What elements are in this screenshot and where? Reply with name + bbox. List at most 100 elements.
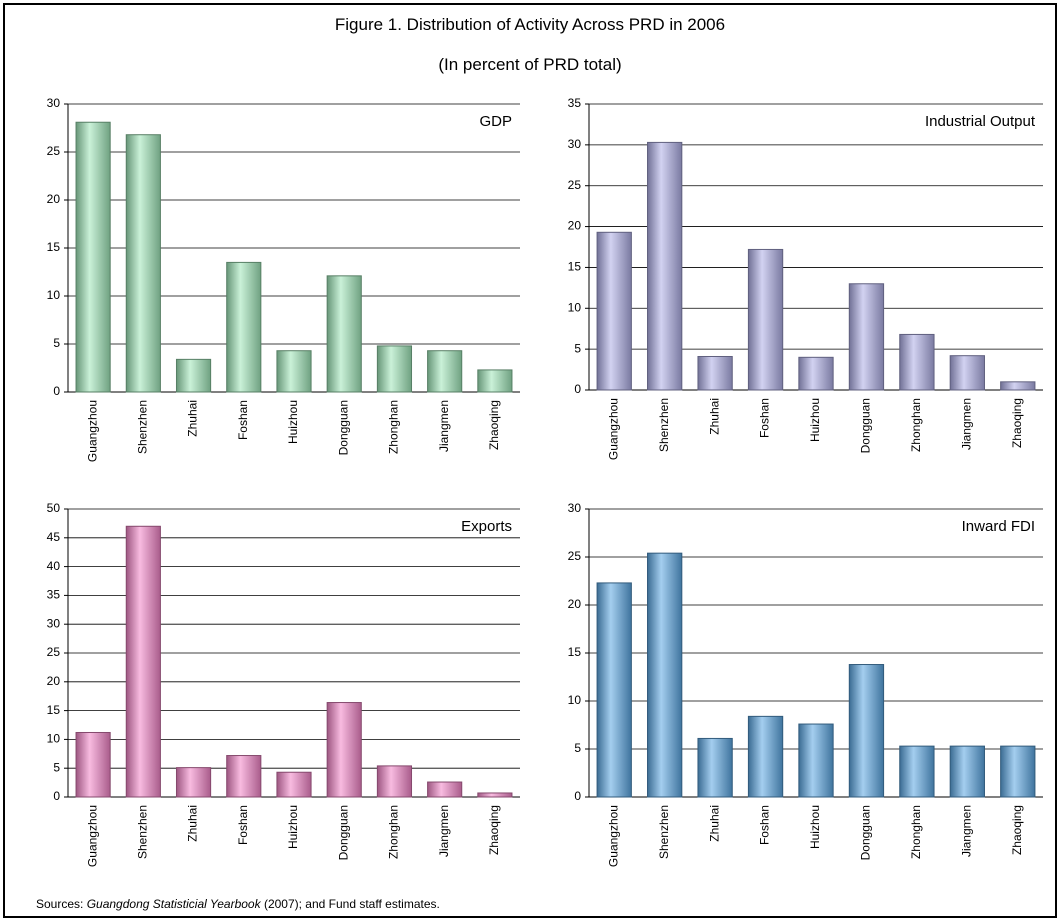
bar: [1000, 381, 1036, 391]
bar: [798, 356, 834, 391]
y-tick-label: 25: [47, 645, 61, 659]
y-tick-label: 50: [47, 501, 61, 515]
bar: [326, 275, 362, 393]
y-tick-label: 45: [47, 530, 61, 544]
x-tick-label: Jiangmen: [437, 805, 451, 857]
figure-subtitle: (In percent of PRD total): [438, 55, 621, 74]
bar: [427, 350, 463, 393]
y-tick-label: 10: [568, 300, 582, 314]
panel-title: GDP: [479, 113, 512, 130]
y-tick-label: 0: [574, 382, 581, 396]
bar: [75, 731, 111, 798]
bar: [747, 248, 784, 391]
figure-border: [3, 3, 1057, 918]
x-tick-label: Jiangmen: [437, 400, 451, 452]
bar: [125, 134, 161, 393]
x-tick-label: Shenzhen: [657, 398, 671, 452]
panel-title: Industrial Output: [925, 113, 1036, 130]
y-tick-label: 20: [568, 597, 582, 611]
bar: [798, 723, 834, 798]
bar: [697, 737, 733, 798]
y-tick-label: 30: [568, 137, 582, 151]
bar: [175, 358, 212, 393]
x-tick-label: Dongguan: [336, 400, 350, 455]
bar: [949, 355, 985, 391]
panel-title: Exports: [461, 518, 512, 535]
figure-title: Figure 1. Distribution of Activity Acros…: [335, 15, 725, 34]
x-tick-label: Jiangmen: [960, 398, 974, 450]
bar: [326, 702, 362, 798]
y-tick-label: 0: [574, 789, 581, 803]
y-tick-label: 15: [568, 260, 582, 274]
y-tick-label: 5: [53, 760, 60, 774]
bar: [697, 355, 733, 391]
bar: [427, 781, 463, 798]
bar: [747, 715, 784, 798]
bar: [125, 525, 161, 798]
x-tick-label: Guangzhou: [606, 805, 620, 867]
y-tick-label: 5: [574, 741, 581, 755]
x-tick-label: Zhonghan: [387, 805, 401, 859]
y-tick-label: 10: [47, 732, 61, 746]
x-tick-label: Foshan: [236, 805, 250, 845]
x-tick-label: Zhonghan: [909, 805, 923, 859]
x-tick-label: Foshan: [236, 400, 250, 440]
x-tick-label: Foshan: [758, 398, 772, 438]
x-tick-label: Zhuhai: [186, 805, 200, 842]
x-tick-label: Zhaoqing: [487, 805, 501, 855]
bar: [647, 552, 683, 798]
y-tick-label: 15: [47, 703, 61, 717]
x-tick-label: Zhonghan: [387, 400, 401, 454]
bar: [647, 141, 683, 391]
x-tick-label: Huizhou: [286, 400, 300, 444]
x-tick-label: Zhuhai: [186, 400, 200, 437]
x-tick-label: Zhaoqing: [487, 400, 501, 450]
y-tick-label: 10: [47, 288, 61, 302]
bar: [949, 745, 985, 798]
y-tick-label: 5: [53, 336, 60, 350]
x-tick-label: Zhuhai: [707, 805, 721, 842]
bar: [376, 345, 413, 393]
bar: [75, 121, 111, 393]
x-tick-label: Jiangmen: [960, 805, 974, 857]
y-tick-label: 25: [568, 178, 582, 192]
x-tick-label: Guangzhou: [85, 805, 99, 867]
x-tick-label: Zhonghan: [909, 398, 923, 452]
bar: [175, 767, 212, 798]
x-tick-label: Dongguan: [859, 805, 873, 860]
bar: [848, 664, 885, 798]
y-tick-label: 35: [568, 96, 582, 110]
x-tick-label: Guangzhou: [606, 398, 620, 460]
y-tick-label: 0: [53, 384, 60, 398]
y-tick-label: 30: [568, 501, 582, 515]
y-tick-label: 5: [574, 341, 581, 355]
x-tick-label: Zhaoqing: [1010, 398, 1024, 448]
x-tick-label: Zhaoqing: [1010, 805, 1024, 855]
x-tick-label: Zhuhai: [707, 398, 721, 435]
y-tick-label: 40: [47, 559, 61, 573]
x-tick-label: Dongguan: [859, 398, 873, 453]
y-tick-label: 25: [568, 549, 582, 563]
y-tick-label: 10: [568, 693, 582, 707]
bar: [276, 771, 312, 798]
x-tick-label: Huizhou: [808, 398, 822, 442]
y-tick-label: 20: [47, 674, 61, 688]
y-tick-label: 30: [47, 96, 61, 110]
x-tick-label: Huizhou: [808, 805, 822, 849]
bar: [226, 755, 262, 798]
bar: [899, 333, 935, 391]
source-label: Sources:: [36, 897, 83, 911]
bar: [276, 350, 312, 393]
y-tick-label: 20: [568, 219, 582, 233]
bar: [596, 231, 632, 391]
y-tick-label: 0: [53, 789, 60, 803]
bar: [376, 765, 413, 798]
source-note: Sources: Guangdong Statisticial Yearbook…: [36, 897, 440, 911]
x-tick-label: Guangzhou: [85, 400, 99, 462]
x-tick-label: Huizhou: [286, 805, 300, 849]
bar: [1000, 745, 1036, 798]
source-detail: (2007); and Fund staff estimates.: [264, 897, 440, 911]
panel-title: Inward FDI: [962, 518, 1035, 535]
